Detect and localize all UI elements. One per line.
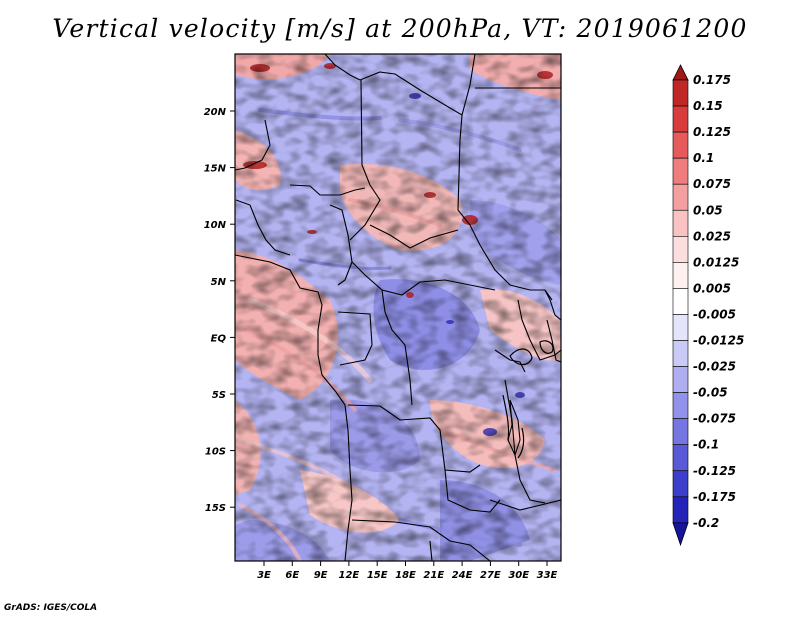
lat-tick-label: 15S: [205, 503, 226, 514]
lat-tick-label: 5N: [211, 277, 227, 288]
colorbar-swatch: [672, 105, 689, 133]
colorbar-label: -0.175: [693, 490, 736, 504]
colorbar-swatch: [672, 340, 689, 367]
colorbar-top-arrow: [672, 64, 689, 81]
lat-tick-label: 5S: [212, 390, 226, 401]
grads-credit: GrADS: IGES/COLA: [4, 603, 98, 613]
colorbar-swatch: [672, 444, 689, 472]
colorbar-label: -0.075: [693, 412, 736, 426]
lon-tick-label: 12E: [339, 570, 360, 581]
longitude-axis: 3E 6E 9E 12E 15E 18E 21E 24E 27E 30E 33E: [257, 561, 558, 581]
colorbar-label: -0.1: [693, 438, 719, 452]
lat-tick-label: EQ: [211, 333, 227, 344]
colorbar-bottom-arrow: [672, 522, 689, 547]
country-borders: [235, 54, 561, 561]
colorbar-swatch: [672, 157, 689, 185]
map-frame: [234, 53, 562, 562]
lat-tick-label: 20N: [204, 107, 227, 118]
colorbar-label: -0.025: [693, 360, 736, 374]
colorbar-label: -0.2: [693, 516, 719, 530]
colorbar-label: -0.005: [693, 307, 736, 321]
lon-tick-label: 15E: [367, 570, 388, 581]
lon-tick-label: 3E: [257, 570, 271, 581]
colorbar-swatch: [672, 131, 689, 159]
colorbar-label: 0.1: [693, 151, 714, 165]
lakes: [502, 340, 554, 459]
colorbar-label: 0.05: [693, 203, 723, 217]
colorbar-swatch: [672, 366, 689, 393]
colorbar-legend: 0.175 0.15 0.125 0.1 0.075 0.05 0.025 0.0125 0.0…: [672, 64, 744, 547]
chart-title: Vertical velocity [m/s] at 200hPa, VT: 2…: [52, 14, 748, 43]
colorbar-label: 0.075: [693, 177, 731, 191]
colorbar-swatch: [672, 262, 689, 289]
colorbar-swatch: [672, 288, 689, 315]
colorbar-swatch: [672, 418, 689, 445]
colorbar-label: -0.125: [693, 464, 736, 478]
latitude-axis: 20N 15N 10N 5N EQ 5S 10S 15S: [204, 107, 235, 514]
lon-tick-label: 21E: [423, 570, 444, 581]
colorbar-label: 0.175: [693, 73, 731, 87]
velocity-field: [235, 54, 561, 561]
colorbar-label: -0.0125: [693, 334, 744, 348]
colorbar-label: 0.15: [693, 99, 723, 113]
lat-tick-label: 15N: [204, 164, 227, 175]
colorbar-swatch: [672, 470, 689, 498]
lat-tick-label: 10N: [204, 220, 227, 231]
colorbar-swatch: [672, 314, 689, 341]
colorbar-swatch: [672, 79, 689, 107]
lon-tick-label: 24E: [452, 570, 473, 581]
lon-tick-label: 30E: [508, 570, 529, 581]
colorbar-swatch: [672, 183, 689, 211]
lon-tick-label: 9E: [314, 570, 328, 581]
colorbar-label: -0.05: [693, 386, 728, 400]
lon-tick-label: 18E: [395, 570, 416, 581]
lon-tick-label: 33E: [537, 570, 558, 581]
lon-tick-label: 6E: [285, 570, 299, 581]
colorbar-label: 0.0125: [693, 255, 739, 269]
colorbar-swatch: [672, 209, 689, 237]
colorbar-swatch: [672, 236, 689, 263]
colorbar-label: 0.025: [693, 229, 731, 243]
colorbar-swatch: [672, 392, 689, 419]
lon-tick-label: 27E: [480, 570, 501, 581]
colorbar-label: 0.005: [693, 281, 731, 295]
colorbar-label: 0.125: [693, 125, 731, 139]
lat-tick-label: 10S: [205, 447, 226, 458]
colorbar-swatch: [672, 496, 689, 524]
